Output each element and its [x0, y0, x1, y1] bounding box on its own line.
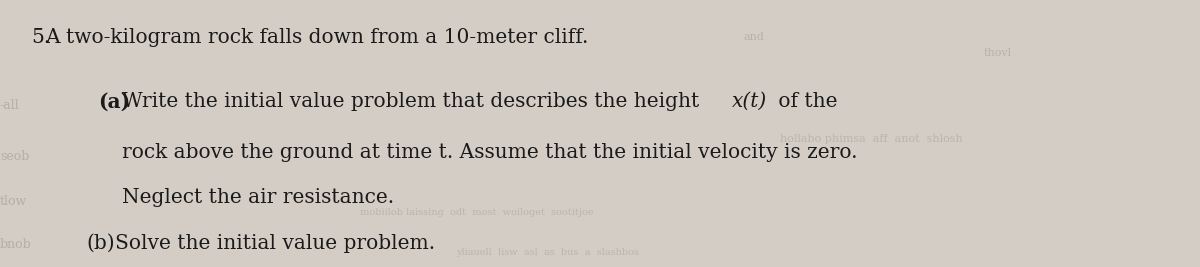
Text: rock above the ground at time t. Assume that the initial velocity is zero.: rock above the ground at time t. Assume …: [122, 143, 858, 162]
Text: tlow: tlow: [0, 195, 28, 208]
Text: thovl: thovl: [984, 48, 1012, 58]
Text: (a): (a): [98, 92, 131, 112]
Text: hollabo phimsa  aff  anot  shlosh: hollabo phimsa aff anot shlosh: [780, 134, 962, 143]
Text: bnob: bnob: [0, 238, 31, 251]
Text: of the: of the: [772, 92, 838, 111]
Text: mobiilob laissing  odt  most  woiloget  sootitjoe: mobiilob laissing odt most woiloget soot…: [360, 208, 594, 217]
Text: seob: seob: [0, 150, 29, 163]
Text: Write the initial value problem that describes the height: Write the initial value problem that des…: [122, 92, 706, 111]
Text: Neglect the air resistance.: Neglect the air resistance.: [122, 188, 395, 207]
Text: A two-kilogram rock falls down from a 10-meter cliff.: A two-kilogram rock falls down from a 10…: [46, 28, 589, 47]
Text: (b): (b): [86, 234, 115, 253]
Text: x(t): x(t): [732, 92, 767, 111]
Text: yliauell  lisw  asl  as  bus  a  slashbos: yliauell lisw asl as bus a slashbos: [456, 248, 640, 257]
Text: 5.: 5.: [31, 28, 50, 47]
Text: -all: -all: [0, 99, 19, 112]
Text: and: and: [744, 32, 764, 42]
Text: Solve the initial value problem.: Solve the initial value problem.: [115, 234, 436, 253]
